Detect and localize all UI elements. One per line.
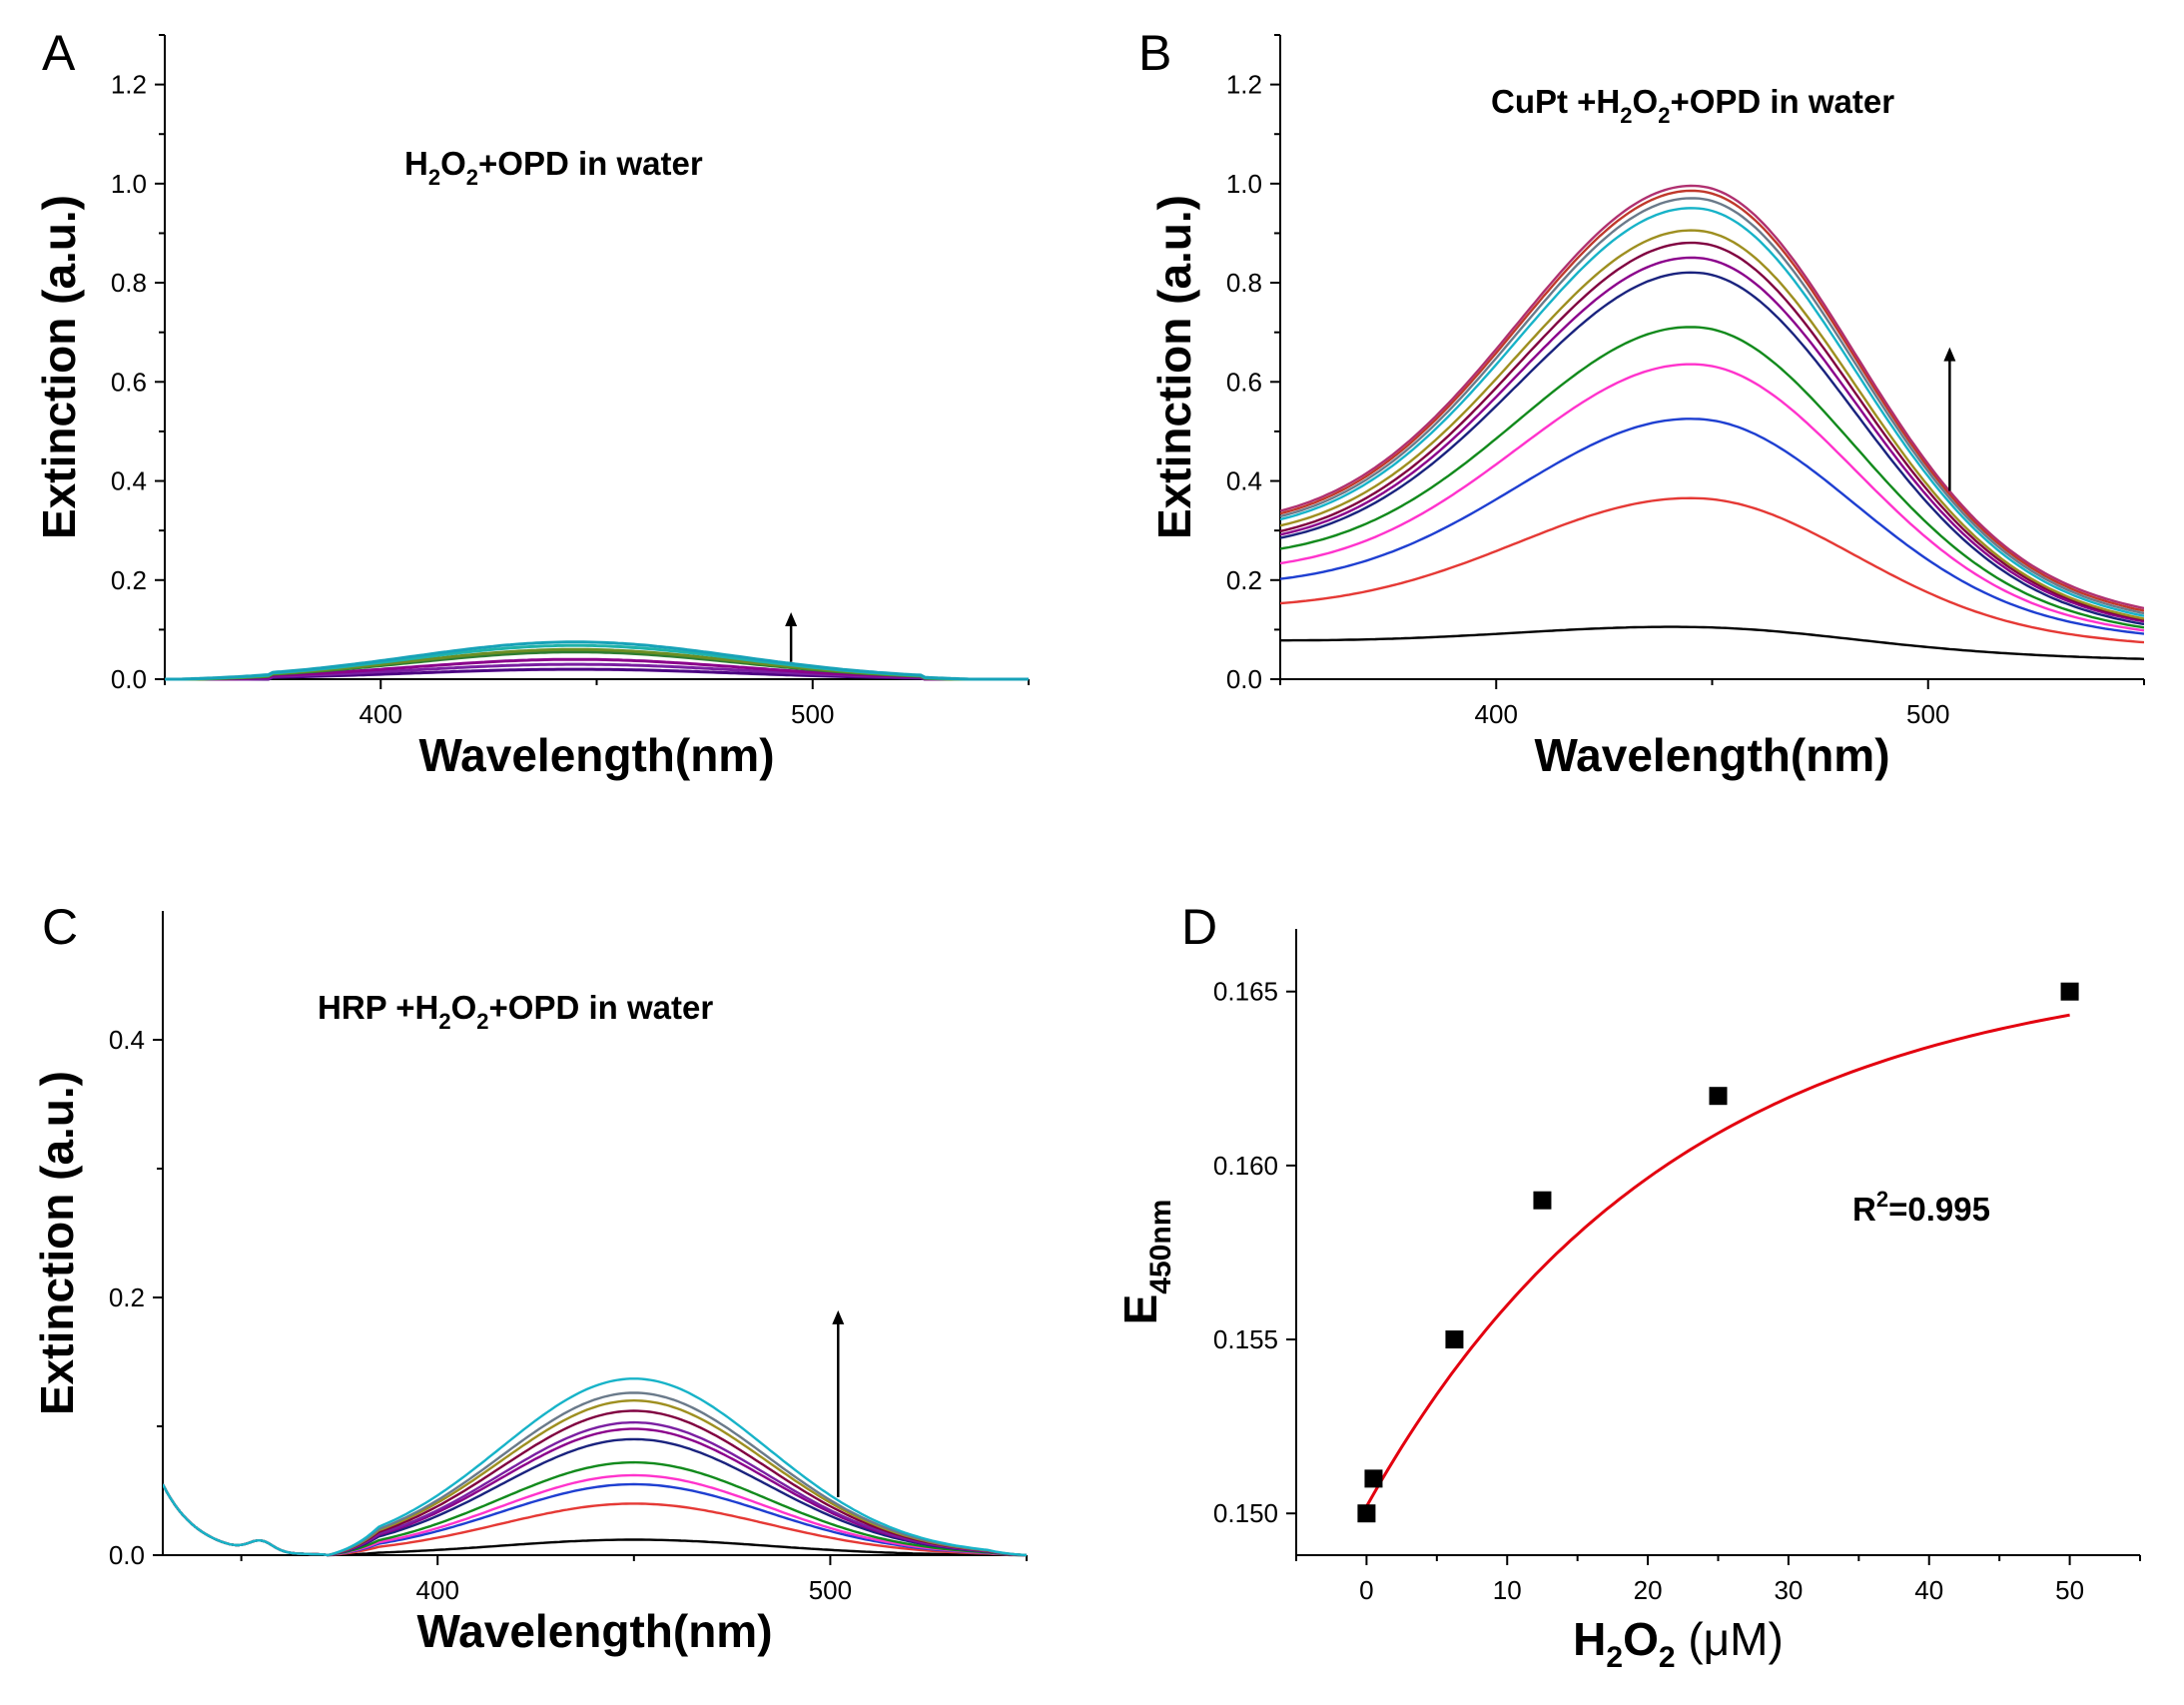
- panel-c: C 0.0 0.2 0.4 400 500 Wavelength(nm) Extinction…: [31, 899, 1028, 1657]
- y-tick-label: 0.4: [111, 466, 147, 496]
- y-tick-label: 0.150: [1213, 1498, 1278, 1528]
- panel-letter: B: [1138, 25, 1171, 81]
- y-axis-title: Extinction (a.u.): [1148, 195, 1200, 539]
- x-tick-label: 400: [416, 1575, 459, 1605]
- y-tick-label: 0.6: [1226, 367, 1262, 397]
- x-tick-label: 400: [1475, 699, 1518, 729]
- y-tick-label: 0.4: [1226, 466, 1262, 496]
- spectrum-line-s11: [1280, 197, 2144, 615]
- series-group: [163, 1377, 1027, 1557]
- spectrum-line-s4: [1280, 363, 2144, 632]
- y-tick-label: 0.8: [111, 268, 147, 298]
- y-tick-label: 1.2: [1226, 70, 1262, 100]
- panel-letter: D: [1181, 899, 1217, 955]
- spectrum-line-s8: [1280, 241, 2144, 621]
- data-point: [1533, 1191, 1552, 1210]
- series-group: [165, 640, 1029, 681]
- x-axis-title: H2O2 (μM): [1573, 1613, 1784, 1674]
- spectrum-line-s7: [165, 640, 1029, 681]
- spectrum-line-s1: [1280, 625, 2144, 660]
- data-point: [2060, 982, 2079, 1001]
- panel-d: D 0.150 0.155 0.160 0.165 0 10 20 30 40 50 E450nm H2…: [1114, 899, 2141, 1674]
- y-tick-label: 0.2: [1226, 565, 1262, 595]
- spectrum-line-s12: [1280, 189, 2144, 612]
- y-tick-label: 1.0: [1226, 169, 1262, 199]
- panel-annotation: H2O2+OPD in water: [404, 145, 703, 190]
- panel-annotation: CuPt +H2O2+OPD in water: [1491, 83, 1894, 128]
- spectrum-line-s7: [1280, 256, 2144, 623]
- spectrum-line-s3: [1280, 418, 2144, 635]
- y-tick-label: 1.0: [111, 169, 147, 199]
- y-tick-label: 0.2: [111, 565, 147, 595]
- y-tick-label: 0.2: [109, 1282, 145, 1312]
- r-squared-annotation: R2=0.995: [1852, 1187, 1990, 1228]
- y-tick-label: 0.6: [111, 367, 147, 397]
- panel-a: A 0.0 0.2 0.4 0.6 0.8 1.0 1.2 400 500 Wavelength(n…: [33, 25, 1030, 781]
- x-tick-label: 500: [809, 1575, 852, 1605]
- data-point: [1357, 1504, 1376, 1523]
- x-axis-title: Wavelength(nm): [1534, 729, 1889, 781]
- y-tick-label: 0.8: [1226, 268, 1262, 298]
- spectrum-line-s6: [1280, 271, 2144, 626]
- x-tick-label: 10: [1493, 1575, 1522, 1605]
- y-tick-label: 0.0: [109, 1540, 145, 1570]
- y-tick-label: 0.0: [111, 664, 147, 694]
- spectrum-line-s10: [1280, 207, 2144, 617]
- spectrum-line-s2: [1280, 496, 2144, 644]
- x-tick-label: 50: [2055, 1575, 2084, 1605]
- panel-letter: A: [42, 25, 76, 81]
- x-tick-label: 20: [1634, 1575, 1663, 1605]
- spectrum-line-s5: [1280, 326, 2144, 629]
- x-tick-label: 500: [1906, 699, 1949, 729]
- y-axis-title: Extinction (a.u.): [31, 1071, 83, 1415]
- y-tick-label: 0.0: [1226, 664, 1262, 694]
- arrowhead: [832, 1309, 845, 1324]
- data-point: [1709, 1087, 1728, 1106]
- y-tick-label: 1.2: [111, 70, 147, 100]
- y-tick-label: 0.165: [1213, 977, 1278, 1007]
- data-point: [1445, 1330, 1464, 1349]
- spectrum-line-s12: [163, 1377, 1027, 1557]
- data-point: [1364, 1469, 1383, 1488]
- panel-b: B 0.0 0.2 0.4 0.6 0.8 1.0 1.2 400 500 Wavelength(n…: [1138, 25, 2145, 781]
- y-tick-label: 0.155: [1213, 1324, 1278, 1354]
- y-axis-title: Extinction (a.u.): [33, 195, 85, 539]
- x-tick-label: 0: [1359, 1575, 1373, 1605]
- y-tick-label: 0.4: [109, 1025, 145, 1055]
- x-tick-label: 30: [1774, 1575, 1803, 1605]
- x-tick-label: 400: [360, 699, 402, 729]
- panel-annotation: HRP +H2O2+OPD in water: [318, 989, 713, 1034]
- y-axis-title: E450nm: [1114, 1200, 1177, 1325]
- x-tick-label: 40: [1914, 1575, 1943, 1605]
- arrowhead: [785, 612, 798, 627]
- y-tick-label: 0.160: [1213, 1151, 1278, 1181]
- fit-curve: [1365, 1013, 2070, 1507]
- spectrum-line-s9: [1280, 229, 2144, 620]
- x-axis-title: Wavelength(nm): [418, 729, 774, 781]
- series-group: [1280, 184, 2144, 660]
- x-axis-title: Wavelength(nm): [416, 1605, 772, 1657]
- arrowhead: [1943, 347, 1956, 362]
- panel-letter: C: [42, 899, 78, 955]
- x-tick-label: 500: [791, 699, 834, 729]
- spectrum-line-s13: [1280, 184, 2144, 610]
